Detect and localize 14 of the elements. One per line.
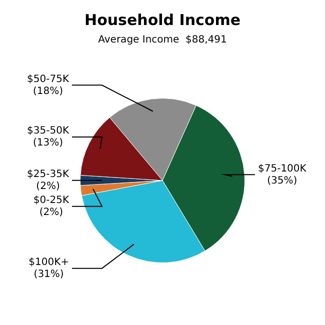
slice-label: $35-50K [27, 126, 70, 137]
data-label: (2%) [39, 206, 64, 218]
slice-label: $0-25K [33, 194, 70, 206]
chart-title: Household Income [84, 10, 240, 29]
data-label: (2%) [36, 180, 60, 192]
slice-label: $25-35K [27, 168, 70, 180]
data-label: (35%) [267, 175, 298, 186]
slice-label: $100K+ [28, 256, 69, 268]
data-label: (13%) [32, 138, 64, 149]
slice-label: $50-75K [27, 74, 70, 85]
chart-subtitle: Average Income $88,491 [98, 34, 227, 46]
data-label: (31%) [34, 268, 64, 280]
data-label: (18%) [32, 86, 64, 97]
slice-label: $75-100K [258, 163, 307, 174]
